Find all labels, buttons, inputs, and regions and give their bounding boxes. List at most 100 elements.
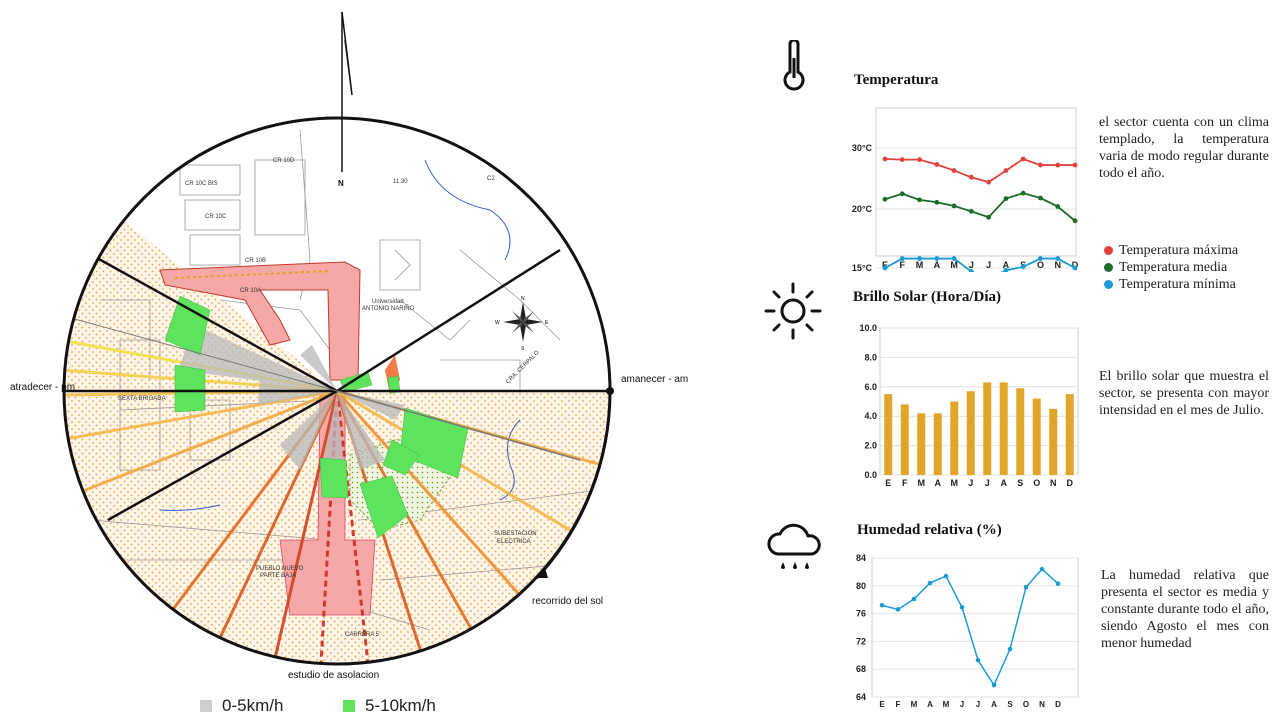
data-point: [1073, 266, 1078, 271]
x-tick-label: M: [916, 260, 924, 270]
temperature-chart: 30°C20°C15°CEFMAMJJASOND: [840, 100, 1090, 272]
legend-label: Temperatura mínima: [1119, 277, 1236, 293]
data-point: [944, 574, 949, 579]
data-point: [960, 605, 965, 610]
x-tick-label: O: [1033, 478, 1040, 488]
data-point: [917, 256, 922, 261]
map-label: PUEBLO NUEVO: [256, 566, 304, 572]
x-tick-label: F: [896, 700, 901, 708]
data-point: [952, 256, 957, 261]
bar: [1049, 409, 1057, 475]
x-tick-label: J: [986, 260, 991, 270]
legend-item-min: Temperatura mínima: [1104, 276, 1238, 293]
data-point: [934, 162, 939, 167]
y-tick-label: 68: [856, 664, 866, 674]
wind-swatch-low: [200, 700, 212, 712]
map-label: PARTE BAJA: [260, 573, 296, 579]
sun-path-label: recorrido del sol: [532, 596, 603, 607]
series-line: [885, 159, 1075, 182]
map-label: SUBESTACION: [494, 531, 537, 537]
y-tick-label: 8.0: [864, 352, 877, 362]
x-tick-label: N: [1039, 700, 1045, 708]
wind-legend-item: 0-5km/h: [200, 696, 283, 716]
data-point: [1008, 647, 1013, 652]
x-tick-label: A: [927, 700, 933, 708]
x-tick-label: S: [1017, 478, 1023, 488]
wind-legend-item: 5-10km/h: [343, 696, 436, 716]
legend-item-max: Temperatura máxima: [1104, 242, 1238, 259]
y-tick-label: 30°C: [852, 143, 873, 153]
map-label: 11.30: [393, 179, 408, 185]
data-point: [880, 603, 885, 608]
data-point: [900, 157, 905, 162]
data-point: [952, 168, 957, 173]
humidity-chart: 646872768084E F M A M J J A S O N D: [840, 552, 1090, 708]
y-tick-label: 0.0: [864, 470, 877, 480]
y-tick-label: 15°C: [852, 263, 873, 272]
bar: [950, 402, 958, 476]
bar: [1066, 394, 1074, 475]
sunshine-chart: 0.02.04.06.08.010.0E F M A M J J A S O N D: [840, 318, 1090, 490]
bar: [1000, 382, 1008, 475]
x-tick-label: F: [900, 260, 906, 270]
map-label: SEXTA BRIGADA: [118, 396, 166, 402]
bar: [901, 404, 909, 475]
data-point: [969, 209, 974, 214]
data-point: [1021, 264, 1026, 269]
sunshine-description: El brillo solar que muestra el sector, s…: [1099, 368, 1269, 419]
data-point: [986, 180, 991, 185]
x-tick-label: J: [976, 700, 980, 708]
map-label: C2: [487, 176, 495, 182]
temperature-legend: Temperatura máxima Temperatura media Tem…: [1104, 242, 1238, 293]
data-point: [969, 175, 974, 180]
x-tick-label: A: [934, 260, 941, 270]
data-point: [1073, 218, 1078, 223]
x-tick-label: E: [879, 700, 885, 708]
data-point: [1056, 581, 1061, 586]
x-tick-label: O: [1037, 260, 1044, 270]
y-tick-label: 10.0: [859, 323, 877, 333]
wind-legend-label: 0-5km/h: [222, 696, 283, 716]
data-point: [1024, 585, 1029, 590]
rain-cloud-icon: [764, 520, 826, 576]
x-tick-label: A: [991, 700, 997, 708]
plot-frame: [880, 328, 1078, 475]
x-tick-label: N: [1050, 478, 1057, 488]
legend-label: Temperatura máxima: [1119, 243, 1238, 259]
x-tick-label: J: [985, 478, 990, 488]
bar: [917, 413, 925, 475]
compass-w: W: [495, 320, 500, 326]
data-point: [1038, 196, 1043, 201]
legend-item-mean: Temperatura media: [1104, 259, 1238, 276]
data-point: [883, 157, 888, 162]
north-letter: N: [338, 179, 344, 188]
bar: [1033, 399, 1041, 475]
data-point: [1021, 191, 1026, 196]
map-label: CARRERA 5: [345, 632, 380, 638]
map-label: CR 10D: [273, 158, 295, 164]
data-point: [912, 597, 917, 602]
study-label: estudio de asolacion: [288, 670, 379, 681]
legend-dot-icon: [1104, 246, 1113, 255]
map-label: Universidad: [372, 299, 404, 305]
x-tick-label: A: [935, 478, 942, 488]
y-tick-label: 80: [856, 581, 866, 591]
x-tick-label: J: [960, 700, 964, 708]
series-line: [885, 259, 1075, 272]
data-point: [917, 197, 922, 202]
x-tick-label: N: [1054, 260, 1061, 270]
data-point: [1021, 157, 1026, 162]
data-point: [883, 197, 888, 202]
site-plan: CR 10C BIS CR 10C CR 10D CR 10B CR 10A U…: [0, 0, 720, 713]
sun-icon: [762, 280, 824, 342]
thermometer-icon: [782, 40, 806, 92]
map-label: ANTONIO NARIÑO: [362, 305, 415, 312]
x-tick-label: D: [1055, 700, 1061, 708]
x-tick-label: A: [1001, 478, 1008, 488]
map-label: CR 10A: [240, 288, 261, 294]
legend-dot-icon: [1104, 263, 1113, 272]
y-tick-label: 84: [856, 553, 866, 563]
x-tick-label: M: [918, 478, 926, 488]
data-point: [1040, 567, 1045, 572]
bar: [934, 413, 942, 475]
